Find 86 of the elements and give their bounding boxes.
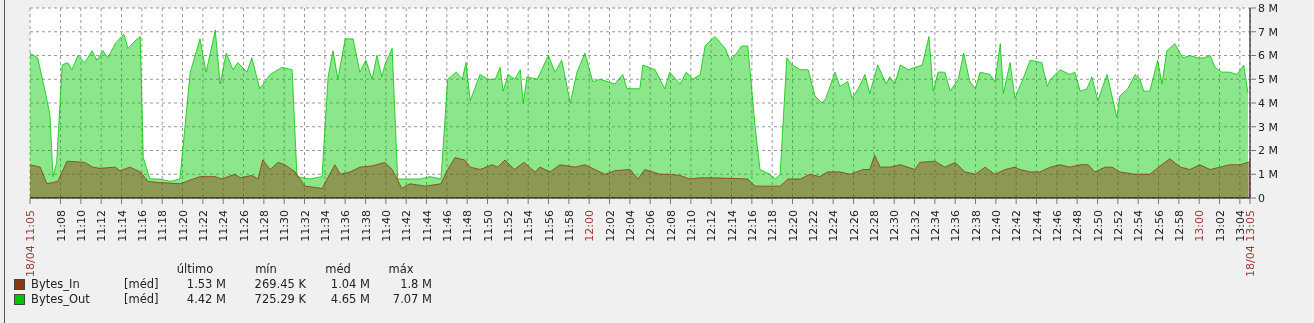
x-tick-label: 12:14 [725, 210, 739, 242]
x-tick-label: 11:52 [501, 210, 515, 242]
y-tick-label: 2 M [1258, 144, 1278, 158]
x-tick-label: 11:20 [176, 210, 190, 242]
text: último [175, 262, 215, 277]
x-tick-label: 12:46 [1050, 210, 1064, 242]
text: 7.07 M [391, 292, 432, 307]
x-tick-label: 11:26 [237, 210, 251, 242]
x-tick-label: 12:36 [949, 210, 963, 242]
x-tick-label: 12:32 [908, 210, 922, 242]
x-tick-label: 12:24 [827, 210, 841, 242]
x-tick-label: 11:56 [542, 210, 556, 242]
text: méd [324, 262, 352, 277]
y-tick-label: 6 M [1258, 49, 1278, 63]
x-tick-label: 11:32 [298, 210, 312, 242]
x-tick-label: 13:04 [1233, 210, 1247, 242]
x-tick-label: 12:16 [745, 210, 759, 242]
x-tick-label: 12:56 [1152, 210, 1166, 242]
y-tick-label: 7 M [1258, 25, 1278, 39]
x-tick-label: 12:50 [1091, 210, 1105, 242]
x-tick-label: 11:48 [461, 210, 475, 242]
y-tick-label: 4 M [1258, 96, 1278, 110]
text: mín [254, 262, 278, 277]
x-tick-label: 12:28 [867, 210, 881, 242]
x-tick-label: 13:02 [1213, 210, 1227, 242]
x-tick-label: 12:12 [705, 210, 719, 242]
legend-label: Bytes_In [30, 277, 81, 292]
x-tick-label: 11:16 [135, 210, 149, 242]
text: 1.53 M [185, 277, 226, 292]
x-tick-label: 11:38 [359, 210, 373, 242]
text: 1.04 M [329, 277, 370, 292]
y-tick-label: 3 M [1258, 120, 1278, 134]
text: 725.29 K [253, 292, 306, 307]
text: [méd] [124, 292, 160, 307]
x-tick-label: 11:08 [54, 210, 68, 242]
x-tick-label: 11:24 [217, 210, 231, 242]
x-tick-label: 12:30 [888, 210, 902, 242]
x-tick-label: 12:42 [1010, 210, 1024, 242]
x-tick-label: 11:34 [318, 210, 332, 242]
x-tick-label: 12:00 [583, 210, 597, 242]
x-tick-label: 12:58 [1172, 210, 1186, 242]
x-tick-label: 11:58 [562, 210, 576, 242]
x-tick-label: 12:34 [928, 210, 942, 242]
x-tick-label: 18/04 13:05 [1244, 210, 1257, 277]
x-tick-label: 12:22 [806, 210, 820, 242]
x-tick-label: 11:54 [522, 210, 536, 242]
x-tick-label: 18/04 11:05 [24, 210, 37, 277]
x-tick-label: 12:06 [644, 210, 658, 242]
text: 4.42 M [185, 292, 226, 307]
x-tick-label: 11:22 [196, 210, 210, 242]
y-tick-label: 8 M [1258, 1, 1278, 15]
x-tick-label: 12:18 [766, 210, 780, 242]
text: máx [387, 262, 415, 277]
x-tick-label: 11:30 [278, 210, 292, 242]
x-tick-label: 12:26 [847, 210, 861, 242]
x-tick-label: 11:14 [115, 210, 129, 242]
y-tick-label: 5 M [1258, 73, 1278, 87]
x-tick-label: 11:36 [339, 210, 353, 242]
text: 269.45 K [253, 277, 306, 292]
x-tick-label: 12:10 [684, 210, 698, 242]
x-tick-label: 11:50 [481, 210, 495, 242]
x-tick-label: 11:40 [379, 210, 393, 242]
x-tick-label: 11:42 [400, 210, 414, 242]
x-tick-label: 11:44 [420, 210, 434, 242]
x-tick-label: 12:48 [1071, 210, 1085, 242]
x-tick-label: 11:28 [257, 210, 271, 242]
legend-label: Bytes_Out [30, 292, 91, 307]
x-tick-label: 12:52 [1111, 210, 1125, 242]
x-tick-label: 12:40 [989, 210, 1003, 242]
text: [méd] [124, 277, 160, 292]
x-tick-label: 11:10 [74, 210, 88, 242]
x-tick-label: 12:44 [1030, 210, 1044, 242]
x-tick-label: 12:54 [1132, 210, 1146, 242]
x-tick-label: 12:02 [603, 210, 617, 242]
x-tick-label: 12:08 [664, 210, 678, 242]
x-tick-label: 12:38 [969, 210, 983, 242]
y-tick-label: 1 M [1258, 168, 1278, 182]
x-tick-label: 12:20 [786, 210, 800, 242]
text: 4.65 M [329, 292, 370, 307]
x-tick-label: 11:12 [95, 210, 109, 242]
text: 1.8 M [399, 277, 432, 292]
x-tick-label: 12:04 [623, 210, 637, 242]
x-tick-label: 13:00 [1193, 210, 1207, 242]
x-tick-label: 11:46 [440, 210, 454, 242]
x-tick-label: 11:18 [156, 210, 170, 242]
y-tick-label: 0 [1258, 191, 1265, 205]
